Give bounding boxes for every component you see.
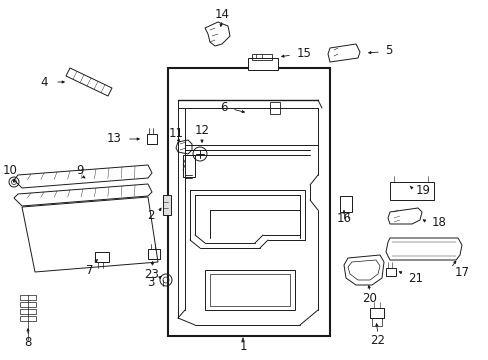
Bar: [20, 295, 36, 300]
Text: 2: 2: [147, 208, 155, 221]
Bar: [369, 308, 383, 318]
Polygon shape: [204, 22, 229, 46]
Text: 1: 1: [239, 341, 246, 354]
Text: 23: 23: [144, 267, 159, 280]
Bar: [20, 316, 36, 321]
Text: 11: 11: [168, 126, 183, 140]
Text: 5: 5: [384, 44, 391, 57]
Text: 17: 17: [454, 266, 469, 279]
Text: 16: 16: [336, 212, 351, 225]
Bar: [247, 58, 278, 70]
Bar: [339, 196, 351, 212]
Text: 9: 9: [76, 163, 83, 176]
Bar: [385, 268, 395, 276]
Bar: [148, 249, 160, 259]
Polygon shape: [66, 68, 112, 96]
Bar: [20, 302, 36, 307]
Bar: [209, 274, 289, 306]
Bar: [183, 155, 195, 177]
Text: 22: 22: [370, 333, 385, 346]
Polygon shape: [14, 184, 152, 206]
Polygon shape: [22, 197, 158, 272]
Polygon shape: [343, 255, 383, 285]
Bar: [371, 318, 381, 326]
Bar: [95, 252, 109, 262]
Bar: [269, 102, 280, 114]
Text: 8: 8: [24, 337, 32, 350]
Text: 7: 7: [86, 264, 94, 276]
Text: 6: 6: [220, 100, 227, 113]
Text: 18: 18: [431, 216, 446, 229]
Text: 13: 13: [107, 131, 122, 144]
Bar: [168, 68, 329, 336]
Text: 3: 3: [147, 275, 155, 288]
Text: 21: 21: [407, 271, 422, 284]
Bar: [251, 54, 271, 60]
Polygon shape: [176, 140, 192, 154]
Bar: [389, 182, 433, 200]
Polygon shape: [385, 238, 461, 260]
Bar: [204, 270, 294, 310]
Text: 14: 14: [214, 8, 229, 21]
Polygon shape: [387, 208, 421, 224]
Text: 10: 10: [2, 163, 18, 176]
Text: 12: 12: [194, 123, 209, 136]
Text: 4: 4: [41, 76, 48, 89]
Text: 20: 20: [362, 292, 377, 305]
Bar: [147, 134, 157, 144]
Polygon shape: [14, 165, 152, 188]
Text: 15: 15: [296, 46, 311, 59]
Bar: [20, 309, 36, 314]
Text: 19: 19: [415, 184, 430, 197]
Polygon shape: [327, 44, 359, 62]
Bar: [163, 195, 171, 215]
